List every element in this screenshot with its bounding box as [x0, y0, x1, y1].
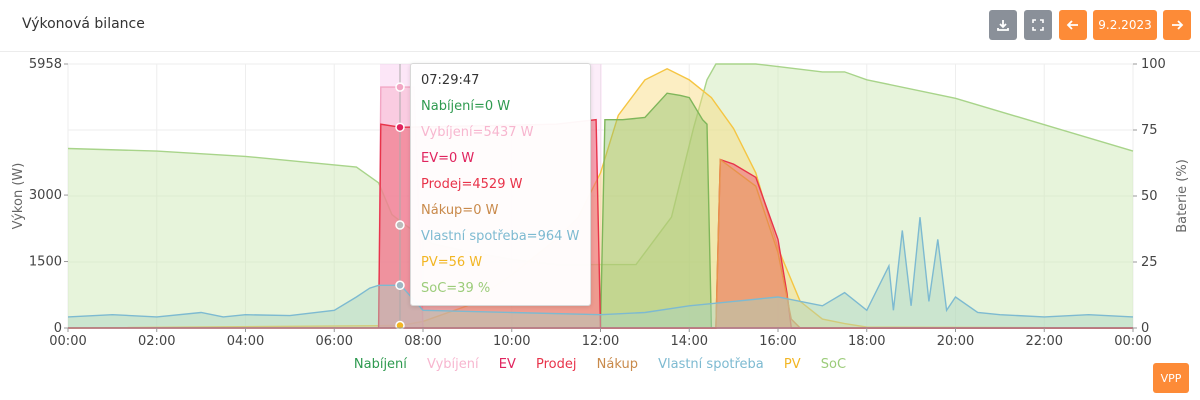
legend-item-vlastni-spotreba[interactable]: Vlastní spotřeba — [658, 357, 764, 372]
x-tick-label: 06:00 — [316, 334, 353, 349]
tooltip-line-vlastni-spotreba: Vlastní spotřeba=964 W — [421, 229, 580, 244]
x-tick-label: 10:00 — [493, 334, 530, 349]
tooltip-time: 07:29:47 — [421, 73, 480, 88]
marker-prodej — [395, 122, 405, 133]
legend-item-pv[interactable]: PV — [783, 357, 801, 372]
y-tick-label: 0 — [54, 321, 62, 336]
x-tick-label: 02:00 — [138, 334, 175, 349]
y-tick-label: 1500 — [29, 255, 62, 270]
fullscreen-icon — [1032, 19, 1044, 31]
y2-tick-label: 100 — [1141, 57, 1166, 72]
legend-item-prodej[interactable]: Prodej — [536, 357, 577, 372]
legend-item-nakup[interactable]: Nákup — [596, 357, 638, 372]
arrow-left-icon — [1066, 20, 1078, 30]
y-tick-label: 3000 — [29, 188, 62, 203]
tooltip-line-prodej: Prodej=4529 W — [421, 177, 523, 192]
x-tick-label: 00:00 — [49, 334, 86, 349]
series-area-soc — [68, 64, 1133, 328]
header: Výkonová bilance 9.2.2023 — [0, 0, 1200, 52]
previous-day-button[interactable] — [1059, 10, 1087, 40]
tooltip-line-nabijeni: Nabíjení=0 W — [421, 99, 511, 114]
legend-item-ev[interactable]: EV — [498, 357, 516, 372]
marker-soc — [395, 220, 405, 230]
tooltip-line-ev: EV=0 W — [421, 151, 475, 166]
y2-tick-label: 75 — [1141, 123, 1158, 138]
x-tick-label: 20:00 — [937, 334, 974, 349]
chart-title: Výkonová bilance — [22, 16, 145, 32]
tooltip-line-nakup: Nákup=0 W — [421, 203, 499, 218]
fullscreen-button[interactable] — [1024, 10, 1052, 40]
x-tick-label: 08:00 — [404, 334, 441, 349]
series-line-nabijeni — [599, 92, 1133, 329]
x-tick-label: 00:00 — [1114, 334, 1151, 349]
next-day-button[interactable] — [1163, 10, 1191, 40]
y2-tick-label: 0 — [1141, 321, 1149, 336]
download-button[interactable] — [989, 10, 1017, 40]
tooltip: 07:29:47 Nabíjení=0 W Vybíjení=5437 W EV… — [410, 63, 591, 306]
tooltip-line-pv: PV=56 W — [421, 255, 483, 270]
y-tick-label: 5958 — [29, 57, 62, 72]
tooltip-line-soc: SoC=39 % — [421, 281, 491, 296]
x-tick-label: 04:00 — [227, 334, 264, 349]
x-tick-label: 12:00 — [582, 334, 619, 349]
series-area-nabijeni — [600, 93, 1133, 328]
y-axis-label: Výkon (W) — [11, 163, 26, 230]
x-tick-label: 16:00 — [759, 334, 796, 349]
legend-item-soc[interactable]: SoC — [820, 357, 847, 372]
y2-axis-label: Baterie (%) — [1175, 159, 1190, 233]
series-line-soc — [67, 63, 1134, 266]
arrow-right-icon — [1172, 20, 1184, 30]
marker-vybijeni — [395, 82, 405, 92]
series-area-pv — [68, 68, 1133, 329]
marker-vlastni-spotreba — [395, 280, 405, 291]
legend-item-nabijeni[interactable]: Nabíjení — [353, 357, 407, 372]
download-icon — [997, 20, 1009, 31]
tooltip-line-vybijeni: Vybíjení=5437 W — [421, 125, 534, 140]
chart-legend: Nabíjení Vybíjení EV Prodej Nákup Vlastn… — [0, 357, 1200, 372]
vpp-button[interactable]: VPP — [1153, 363, 1189, 393]
y2-tick-label: 25 — [1141, 255, 1158, 270]
legend-item-vybijeni[interactable]: Vybíjení — [427, 357, 479, 372]
date-button[interactable]: 9.2.2023 — [1093, 10, 1157, 40]
x-tick-label: 18:00 — [848, 334, 885, 349]
series-area-vlastni-spotreba — [68, 217, 1133, 328]
x-tick-label: 22:00 — [1026, 334, 1063, 349]
y2-tick-label: 50 — [1141, 189, 1158, 204]
x-tick-label: 14:00 — [671, 334, 708, 349]
series-line-vlastni-spotreba — [67, 217, 1134, 318]
